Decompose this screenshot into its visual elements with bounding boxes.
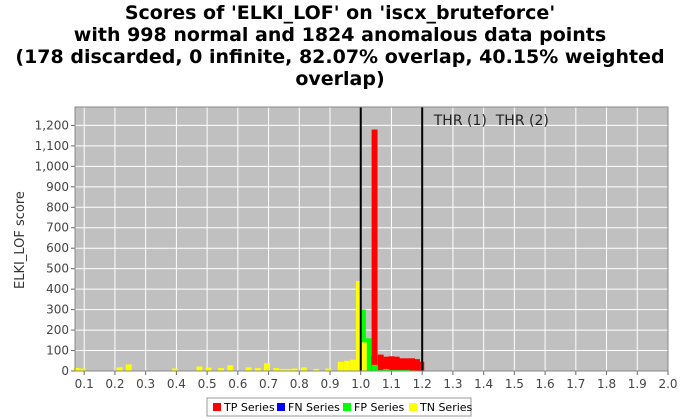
bar	[403, 358, 410, 371]
x-tick-label: 1.7	[566, 377, 585, 391]
bar	[393, 369, 400, 371]
bar	[171, 368, 178, 371]
bar	[291, 368, 298, 371]
y-tick-label: 700	[46, 221, 69, 235]
y-tick-label: 300	[46, 303, 69, 317]
y-tick-label: 0	[61, 364, 69, 378]
bar	[254, 368, 261, 371]
x-tick-label: 0.9	[320, 377, 339, 391]
bar	[409, 358, 416, 371]
bar	[245, 367, 252, 371]
bar	[377, 354, 384, 371]
y-axis-label: ELKI_LOF score	[13, 191, 28, 289]
x-tick-label: 1.8	[597, 377, 616, 391]
bar	[398, 369, 405, 371]
legend-swatch	[213, 403, 221, 411]
x-tick-label: 0.4	[167, 377, 186, 391]
chart-title-line: (178 discarded, 0 infinite, 82.07% overl…	[15, 46, 665, 68]
bar	[365, 338, 372, 371]
y-tick-label: 200	[46, 323, 69, 337]
legend-label: FP Series	[354, 401, 405, 414]
bar	[79, 368, 86, 371]
bar	[205, 367, 212, 371]
bar	[337, 361, 344, 371]
bar	[383, 368, 390, 371]
y-tick-label: 800	[46, 200, 69, 214]
legend-swatch	[343, 403, 351, 411]
x-tick-label: 1.5	[505, 377, 524, 391]
chart-title-line: with 998 normal and 1824 anomalous data …	[73, 24, 607, 46]
y-tick-label: 900	[46, 180, 69, 194]
bar	[300, 367, 307, 371]
bar	[125, 364, 132, 371]
bars	[73, 129, 425, 371]
threshold-label: THR (2)	[495, 113, 549, 129]
plot-area	[75, 107, 668, 371]
bar	[388, 356, 395, 371]
y-tick-label: 1,100	[35, 139, 69, 153]
x-tick-label: 0.7	[259, 377, 278, 391]
x-tick-label: 2.0	[658, 377, 677, 391]
bar	[371, 129, 378, 371]
bar	[355, 280, 362, 371]
y-tick-label: 1,200	[35, 118, 69, 132]
bar	[359, 309, 366, 371]
x-tick-label: 0.5	[198, 377, 217, 391]
chart-title-line: overlap)	[295, 68, 385, 90]
threshold-label: THR (1)	[433, 113, 487, 129]
x-tick-label: 1.9	[628, 377, 647, 391]
bar	[371, 364, 378, 371]
bar	[383, 356, 390, 371]
legend: TP Series FN Series FP Series TN Series	[206, 397, 473, 417]
bar	[343, 360, 350, 371]
bar	[227, 365, 234, 371]
chart-title-line: Scores of 'ELKI_LOF' on 'iscx_bruteforce…	[124, 2, 556, 24]
legend-label: FN Series	[288, 401, 340, 414]
bar	[273, 368, 280, 371]
bar	[393, 356, 400, 371]
legend-swatch	[409, 403, 417, 411]
bar	[196, 366, 203, 371]
legend-label: TP Series	[223, 401, 275, 414]
chart-title: Scores of 'ELKI_LOF' on 'iscx_bruteforce…	[0, 2, 680, 90]
x-tick-label: 0.3	[136, 377, 155, 391]
bar	[325, 368, 332, 371]
y-tick-label: 100	[46, 344, 69, 358]
x-tick-label: 1.1	[382, 377, 401, 391]
bar	[388, 369, 395, 371]
bar	[73, 367, 80, 371]
x-tick-label: 1.3	[443, 377, 462, 391]
bar	[116, 367, 123, 371]
bar	[264, 363, 270, 371]
plot-border	[74, 106, 669, 372]
x-tick-label: 0.1	[75, 377, 94, 391]
axes: 0 100 200 300 400 500 600 700 800 900 1,000 1,100 1,…	[35, 106, 678, 391]
bar	[360, 342, 367, 371]
bar	[377, 369, 384, 371]
x-tick-label: 0.2	[105, 377, 124, 391]
threshold-lines: THR (1) THR (2)	[359, 107, 549, 371]
y-tick-label: 400	[46, 282, 69, 296]
y-tick-label: 600	[46, 241, 69, 255]
x-tick-label: 1.6	[536, 377, 555, 391]
legend-box	[206, 397, 472, 417]
bar	[285, 368, 292, 371]
x-tick-label: 0.8	[290, 377, 309, 391]
bar	[313, 368, 320, 371]
bar	[217, 368, 224, 371]
bar	[350, 359, 357, 371]
x-tick-label: 0.6	[228, 377, 247, 391]
y-tick-label: 500	[46, 262, 69, 276]
x-tick-label: 1.4	[474, 377, 493, 391]
bar	[414, 359, 420, 371]
bar	[398, 358, 405, 371]
y-tick-label: 1,000	[35, 159, 69, 173]
x-tick-label: 1.2	[413, 377, 432, 391]
x-tick-label: 1.0	[351, 377, 370, 391]
legend-label: TN Series	[419, 401, 473, 414]
bar	[279, 368, 286, 371]
bar	[403, 369, 410, 371]
legend-swatch	[277, 403, 285, 411]
